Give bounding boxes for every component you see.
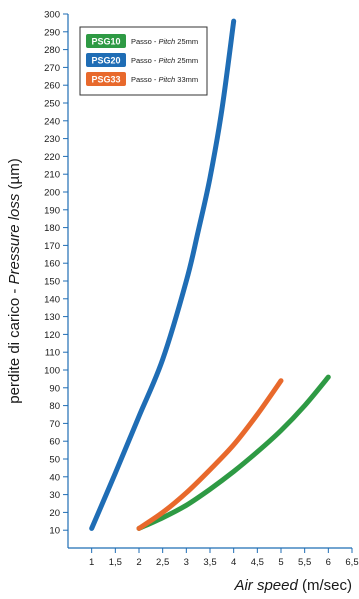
y-tick-label: 160	[44, 259, 60, 270]
legend-series-name: PSG33	[91, 75, 120, 85]
x-tick-label: 2	[136, 557, 141, 568]
x-tick-label: 6	[326, 557, 331, 568]
ticks-layer: 10 20 30 40 50 60 70 80 90 100 110 120 130 140 150 160 1…	[44, 10, 358, 569]
y-tick-label: 120	[44, 330, 60, 341]
y-tick-label: 290	[44, 27, 60, 38]
y-tick-label: 220	[44, 152, 60, 163]
y-tick-label: 210	[44, 170, 60, 181]
y-tick-label: 300	[44, 10, 60, 21]
y-tick-label: 240	[44, 116, 60, 127]
y-tick-label: 80	[49, 401, 60, 412]
y-tick-label: 260	[44, 81, 60, 92]
legend-swatch	[86, 34, 126, 48]
y-tick-label: 60	[49, 437, 60, 448]
y-tick-label: 70	[49, 419, 60, 430]
x-tick-label: 6,5	[345, 557, 358, 568]
x-tick-label: 5	[278, 557, 283, 568]
legend-swatch	[86, 72, 126, 86]
y-tick-label: 250	[44, 99, 60, 110]
x-tick-label: 2,5	[156, 557, 169, 568]
x-tick-label: 4,5	[251, 557, 264, 568]
legend-series-name: PSG10	[91, 37, 120, 47]
series-line-psg20	[89, 18, 237, 531]
y-tick-label: 20	[49, 508, 60, 519]
y-tick-label: 280	[44, 45, 60, 56]
y-tick-label: 10	[49, 526, 60, 537]
axis-titles: Air speed (m/sec) perdite di carico - Pre…	[6, 158, 352, 594]
legend-item-psg20: PSG20 Passo - Pitch 25mm	[86, 53, 198, 67]
series-line-psg10	[136, 374, 331, 531]
y-tick-label: 30	[49, 490, 60, 501]
y-tick-label: 100	[44, 366, 60, 377]
legend-swatch	[86, 53, 126, 67]
x-tick-label: 1,5	[109, 557, 122, 568]
y-axis-title: perdite di carico - Pressure loss (µm)	[6, 158, 23, 403]
series-line-psg33	[136, 378, 284, 531]
x-tick-label: 3	[184, 557, 189, 568]
y-tick-label: 40	[49, 472, 60, 483]
y-tick-label: 190	[44, 205, 60, 216]
legend-series-note: Passo - Pitch 25mm	[131, 37, 198, 46]
x-tick-label: 5,5	[298, 557, 311, 568]
legend: PSG10 Passo - Pitch 25mm PSG20 Passo - Pitc…	[79, 26, 208, 96]
y-tick-label: 50	[49, 455, 60, 466]
series-layer	[89, 18, 331, 531]
legend-series-name: PSG20	[91, 56, 120, 66]
y-tick-label: 200	[44, 188, 60, 199]
legend-series-note: Passo - Pitch 33mm	[131, 75, 198, 84]
y-tick-label: 130	[44, 312, 60, 323]
y-tick-label: 170	[44, 241, 60, 252]
y-tick-label: 110	[45, 348, 60, 359]
y-tick-label: 90	[49, 383, 60, 394]
y-tick-label: 180	[44, 223, 60, 234]
x-tick-label: 4	[231, 557, 236, 568]
y-tick-label: 230	[44, 134, 60, 145]
y-tick-label: 150	[44, 277, 60, 288]
y-tick-label: 270	[44, 63, 60, 74]
x-axis-title: Air speed (m/sec)	[233, 577, 352, 594]
y-tick-label: 140	[44, 294, 60, 305]
x-tick-label: 3,5	[203, 557, 216, 568]
x-tick-label: 1	[89, 557, 94, 568]
legend-item-psg33: PSG33 Passo - Pitch 33mm	[86, 72, 198, 86]
legend-item-psg10: PSG10 Passo - Pitch 25mm	[86, 34, 198, 48]
legend-series-note: Passo - Pitch 25mm	[131, 56, 198, 65]
